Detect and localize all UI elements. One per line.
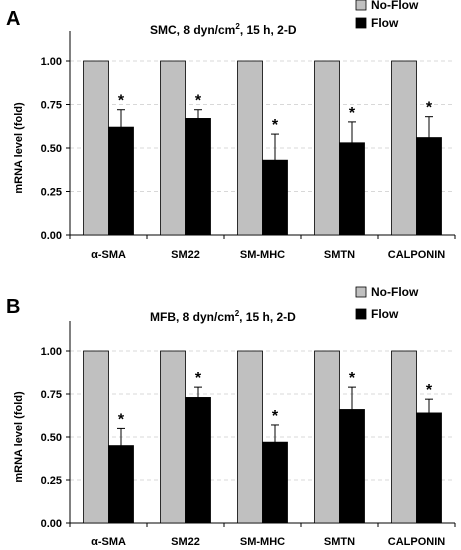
bar-no-flow <box>160 60 186 236</box>
bar-flow <box>339 142 365 236</box>
significance-marker: * <box>195 93 202 110</box>
x-tick-label: CALPONIN <box>388 249 446 261</box>
y-tick-label: 1.00 <box>41 56 62 68</box>
bar-flow <box>108 126 134 236</box>
legend-swatch-flow <box>355 308 367 320</box>
legend-swatch-no-flow <box>355 286 367 298</box>
x-tick-label: α-SMA <box>91 536 126 548</box>
chart-title: SMC, 8 dyn/cm2, 15 h, 2-D <box>150 22 297 37</box>
significance-marker: * <box>272 117 279 134</box>
y-axis-label: mRNA level (fold) <box>13 102 25 194</box>
legend-swatch-flow <box>355 17 367 29</box>
x-tick-label: SMTN <box>324 249 355 261</box>
panel-a: A SMC, 8 dyn/cm2, 15 h, 2-D 0.00 0.25 0.50 0.… <box>6 0 456 261</box>
x-tick-label: CALPONIN <box>388 536 446 548</box>
y-tick-label: 0.50 <box>41 432 62 444</box>
x-tick-label: α-SMA <box>91 249 126 261</box>
y-tick-label: 0.25 <box>41 187 62 199</box>
x-tick-label: SMTN <box>324 536 355 548</box>
bar-no-flow <box>314 60 340 236</box>
bar-no-flow <box>83 60 109 236</box>
y-tick-label: 0.50 <box>41 143 62 155</box>
y-tick-label: 0.00 <box>41 230 62 242</box>
bar-no-flow <box>391 60 417 236</box>
chart-title-superscript: 2 <box>235 309 240 318</box>
y-tick-label: 0.25 <box>41 475 62 487</box>
chart-title-text: SMC, 8 dyn/cm <box>150 23 235 37</box>
significance-marker: * <box>195 370 202 387</box>
bar-no-flow <box>314 350 340 524</box>
bar-flow <box>185 118 211 236</box>
bar-no-flow <box>237 60 263 236</box>
bar-flow <box>262 441 288 524</box>
legend-label-flow: Flow <box>371 16 399 30</box>
bar-flow <box>262 159 288 236</box>
significance-marker: * <box>426 382 433 399</box>
bar-no-flow <box>391 350 417 524</box>
y-axis-label: mRNA level (fold) <box>13 391 25 483</box>
legend-swatch-no-flow <box>355 0 367 11</box>
chart-title-superscript: 2 <box>235 22 240 31</box>
bar-flow <box>339 409 365 524</box>
panel-label: A <box>6 8 20 30</box>
significance-marker: * <box>118 93 125 110</box>
bar-no-flow <box>160 350 186 524</box>
legend-label-no-flow: No-Flow <box>371 285 419 299</box>
y-tick-label: 0.00 <box>41 518 62 530</box>
chart-title-text-end: , 15 h, 2-D <box>240 23 297 37</box>
y-tick-label: 0.75 <box>41 389 62 401</box>
bar-no-flow <box>237 350 263 524</box>
panel-label: B <box>6 296 20 318</box>
panel-b: B MFB, 8 dyn/cm2, 15 h, 2-D 0.00 0.25 0.50 0.… <box>6 285 456 548</box>
legend-label-flow: Flow <box>371 307 399 321</box>
legend-label-no-flow: No-Flow <box>371 0 419 12</box>
significance-marker: * <box>426 100 433 117</box>
chart-title-text: MFB, 8 dyn/cm <box>150 310 235 324</box>
x-tick-label: SM-MHC <box>240 249 285 261</box>
significance-marker: * <box>118 411 125 428</box>
x-tick-label: SM22 <box>171 249 200 261</box>
bar-flow <box>108 445 134 524</box>
bar-flow <box>185 397 211 524</box>
x-tick-label: SM22 <box>171 536 200 548</box>
significance-marker: * <box>272 408 279 425</box>
bar-flow <box>416 412 442 524</box>
significance-marker: * <box>349 105 356 122</box>
bar-flow <box>416 137 442 236</box>
bar-no-flow <box>83 350 109 524</box>
y-tick-label: 1.00 <box>41 346 62 358</box>
chart-title-text-end: , 15 h, 2-D <box>239 310 296 324</box>
x-tick-label: SM-MHC <box>240 536 285 548</box>
chart-title: MFB, 8 dyn/cm2, 15 h, 2-D <box>150 309 296 324</box>
y-tick-label: 0.75 <box>41 100 62 112</box>
significance-marker: * <box>349 370 356 387</box>
